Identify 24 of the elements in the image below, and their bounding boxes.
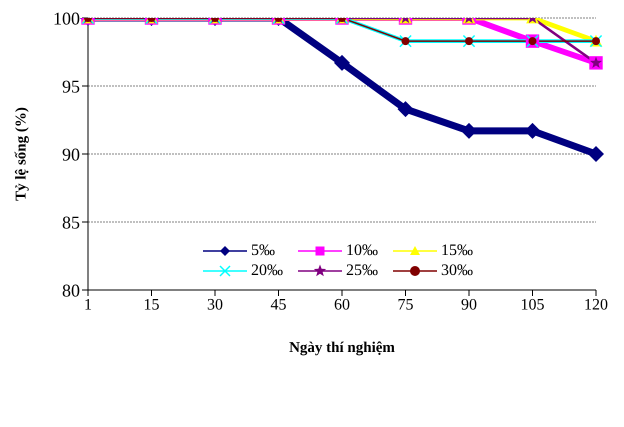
y-tick-label: 100 <box>53 8 80 28</box>
y-tick-label: 90 <box>62 144 80 164</box>
y-tick-label: 85 <box>62 212 80 232</box>
legend-label: 10‰ <box>346 242 378 260</box>
x-tick-label: 1 <box>84 296 92 314</box>
x-tick-label: 30 <box>207 296 223 314</box>
x-tick-label: 45 <box>270 296 286 314</box>
legend-label: 15‰ <box>441 242 473 260</box>
legend-label: 5‰ <box>251 242 275 260</box>
point <box>398 101 414 118</box>
y-tick-label: 95 <box>62 76 80 96</box>
x-tick-label: 105 <box>520 296 544 314</box>
x-tick-label: 120 <box>584 296 608 314</box>
y-tick-label: 80 <box>62 280 80 300</box>
x-tick-label: 90 <box>461 296 477 314</box>
legend-label: 25‰ <box>346 262 378 280</box>
legend-label: 20‰ <box>251 262 283 280</box>
x-axis-title: Ngày thí nghiệm <box>289 340 396 356</box>
legend-label: 30‰ <box>441 262 473 280</box>
x-tick-label: 15 <box>144 296 160 314</box>
x-tick-label: 75 <box>398 296 414 314</box>
point <box>588 146 604 162</box>
x-tick-label: 60 <box>334 296 350 314</box>
y-axis-title: Tỷ lệ sống (%) <box>13 107 30 201</box>
